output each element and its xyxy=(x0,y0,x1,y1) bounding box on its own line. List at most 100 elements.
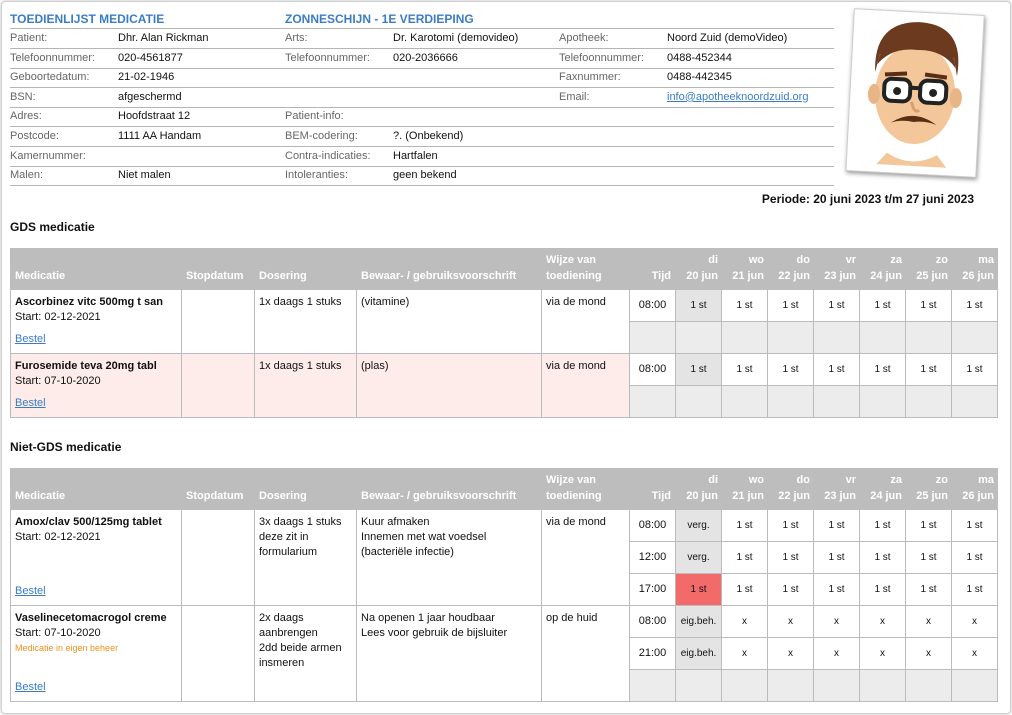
order-link[interactable]: Bestel xyxy=(15,333,46,345)
spare-cell xyxy=(813,385,860,418)
medication-cell: Amox/clav 500/125mg tablet Start: 02-12-2… xyxy=(10,509,182,606)
dose-cell: 1x daags 1 stuks xyxy=(254,353,357,418)
spare-cell xyxy=(675,669,722,702)
day-header: zo 25 jun xyxy=(905,248,952,290)
medication-row: Vaselinecetomacrogol creme Start: 07-10-2… xyxy=(10,605,998,702)
dose-cell: 1 st xyxy=(767,541,814,574)
info-label: Patient-info: xyxy=(285,110,344,123)
info-rule xyxy=(10,48,834,49)
instruction-line: Kuur afmaken xyxy=(361,516,430,528)
spare-cell xyxy=(859,321,906,354)
spare-cell xyxy=(813,669,860,702)
section-title: GDS medicatie xyxy=(10,220,95,234)
order-link[interactable]: Bestel xyxy=(15,681,46,693)
patient-photo xyxy=(845,8,985,178)
dose-cell: x xyxy=(951,605,998,638)
info-rule xyxy=(10,67,834,69)
day-date: 25 jun xyxy=(916,490,948,502)
instruction-line: (plas) xyxy=(361,360,389,372)
dose-line: aanbrengen xyxy=(259,627,318,639)
column-header: Stopdatum xyxy=(181,248,255,290)
spare-cell xyxy=(859,669,906,702)
instructions-cell: Na openen 1 jaar houdbaar Lees voor gebru… xyxy=(356,605,542,702)
spare-cell xyxy=(721,385,768,418)
dose-cell: 1 st xyxy=(859,353,906,386)
day-name: zo xyxy=(935,474,948,486)
dose-cell: 1 st xyxy=(721,289,768,322)
info-value: 1111 AA Handam xyxy=(118,130,202,142)
spare-cell xyxy=(629,385,676,418)
column-header: Wijze van toediening xyxy=(541,468,630,510)
instructions-cell: Kuur afmaken Innemen met wat voedsel (bact… xyxy=(356,509,542,606)
spare-cell xyxy=(905,669,952,702)
dose-line: insmeren xyxy=(259,657,305,669)
day-header: zo 25 jun xyxy=(905,468,952,510)
day-header: wo 21 jun xyxy=(721,468,768,510)
dose-cell: 1 st xyxy=(813,353,860,386)
dose-cell: x xyxy=(813,605,860,638)
info-label: Email: xyxy=(559,90,590,103)
document-title: TOEDIENLIJST MEDICATIE xyxy=(10,12,165,26)
info-value: 21-02-1946 xyxy=(118,71,175,84)
dose-cell: x xyxy=(813,637,860,670)
instruction-line: Na openen 1 jaar houdbaar xyxy=(361,612,495,624)
day-name: vr xyxy=(845,474,856,486)
info-label: Arts: xyxy=(285,32,308,44)
info-rule xyxy=(10,165,834,167)
order-link[interactable]: Bestel xyxy=(15,585,46,597)
dose-cell: x xyxy=(905,605,952,638)
info-value: 020-4561877 xyxy=(118,51,183,64)
dose-cell: 1 st xyxy=(859,573,906,606)
info-value: ?. (Onbekend) xyxy=(393,130,464,142)
dose-cell: 1 st xyxy=(905,541,952,574)
spare-cell xyxy=(767,321,814,354)
medication-table: Medicatie Stopdatum Dosering Bewaar- / gebr… xyxy=(10,248,998,418)
info-label: Adres: xyxy=(10,110,42,123)
day-header: za 24 jun xyxy=(859,248,906,290)
dose-line: 2x daags xyxy=(259,612,304,624)
info-label: Telefoonnummer: xyxy=(10,51,95,64)
spare-cell xyxy=(951,385,998,418)
dose-cell: 1 st xyxy=(721,573,768,606)
column-header: Dosering xyxy=(254,248,357,290)
location-title: ZONNESCHIJN - 1E VERDIEPING xyxy=(285,12,474,26)
column-header: Tijd xyxy=(629,468,676,510)
info-rule xyxy=(10,146,834,147)
day-name: ma xyxy=(978,254,994,266)
spare-cell xyxy=(859,385,906,418)
day-header: vr 23 jun xyxy=(813,468,860,510)
dose-line: 1x daags 1 stuks xyxy=(259,360,342,372)
dose-cell: 1 st xyxy=(767,353,814,386)
dose-cell: x xyxy=(767,637,814,670)
spare-cell xyxy=(767,385,814,418)
day-header: wo 21 jun xyxy=(721,248,768,290)
dose-cell: 1 st xyxy=(859,289,906,322)
dose-line: 2dd beide armen xyxy=(259,642,342,654)
dose-cell: x xyxy=(721,637,768,670)
start-date: Start: 02-12-2021 xyxy=(15,311,101,323)
order-link[interactable]: Bestel xyxy=(15,397,46,409)
day-header: za 24 jun xyxy=(859,468,906,510)
info-label: Apotheek: xyxy=(559,32,609,44)
route-cell: op de huid xyxy=(541,605,630,702)
day-date: 22 jun xyxy=(778,270,810,282)
dose-cell: 1 st xyxy=(859,509,906,542)
column-header: Stopdatum xyxy=(181,468,255,510)
info-value: Hoofdstraat 12 xyxy=(118,110,191,123)
day-name: za xyxy=(890,474,902,486)
spare-row xyxy=(11,385,998,418)
dose-cell: 1 st xyxy=(951,509,998,542)
start-date: Start: 02-12-2021 xyxy=(15,531,101,543)
info-label: Intoleranties: xyxy=(285,169,348,182)
dose-cell: 1 st xyxy=(951,573,998,606)
time-cell: 08:00 xyxy=(629,605,676,638)
spare-cell xyxy=(629,321,676,354)
info-value[interactable]: info@apotheeknoordzuid.org xyxy=(667,90,809,103)
info-label: Geboortedatum: xyxy=(10,71,90,84)
day-name: do xyxy=(796,474,810,486)
instruction-line: (bacteriële infectie) xyxy=(361,546,454,558)
spare-cell xyxy=(675,385,722,418)
info-rule xyxy=(10,126,834,128)
day-header: do 22 jun xyxy=(767,468,814,510)
